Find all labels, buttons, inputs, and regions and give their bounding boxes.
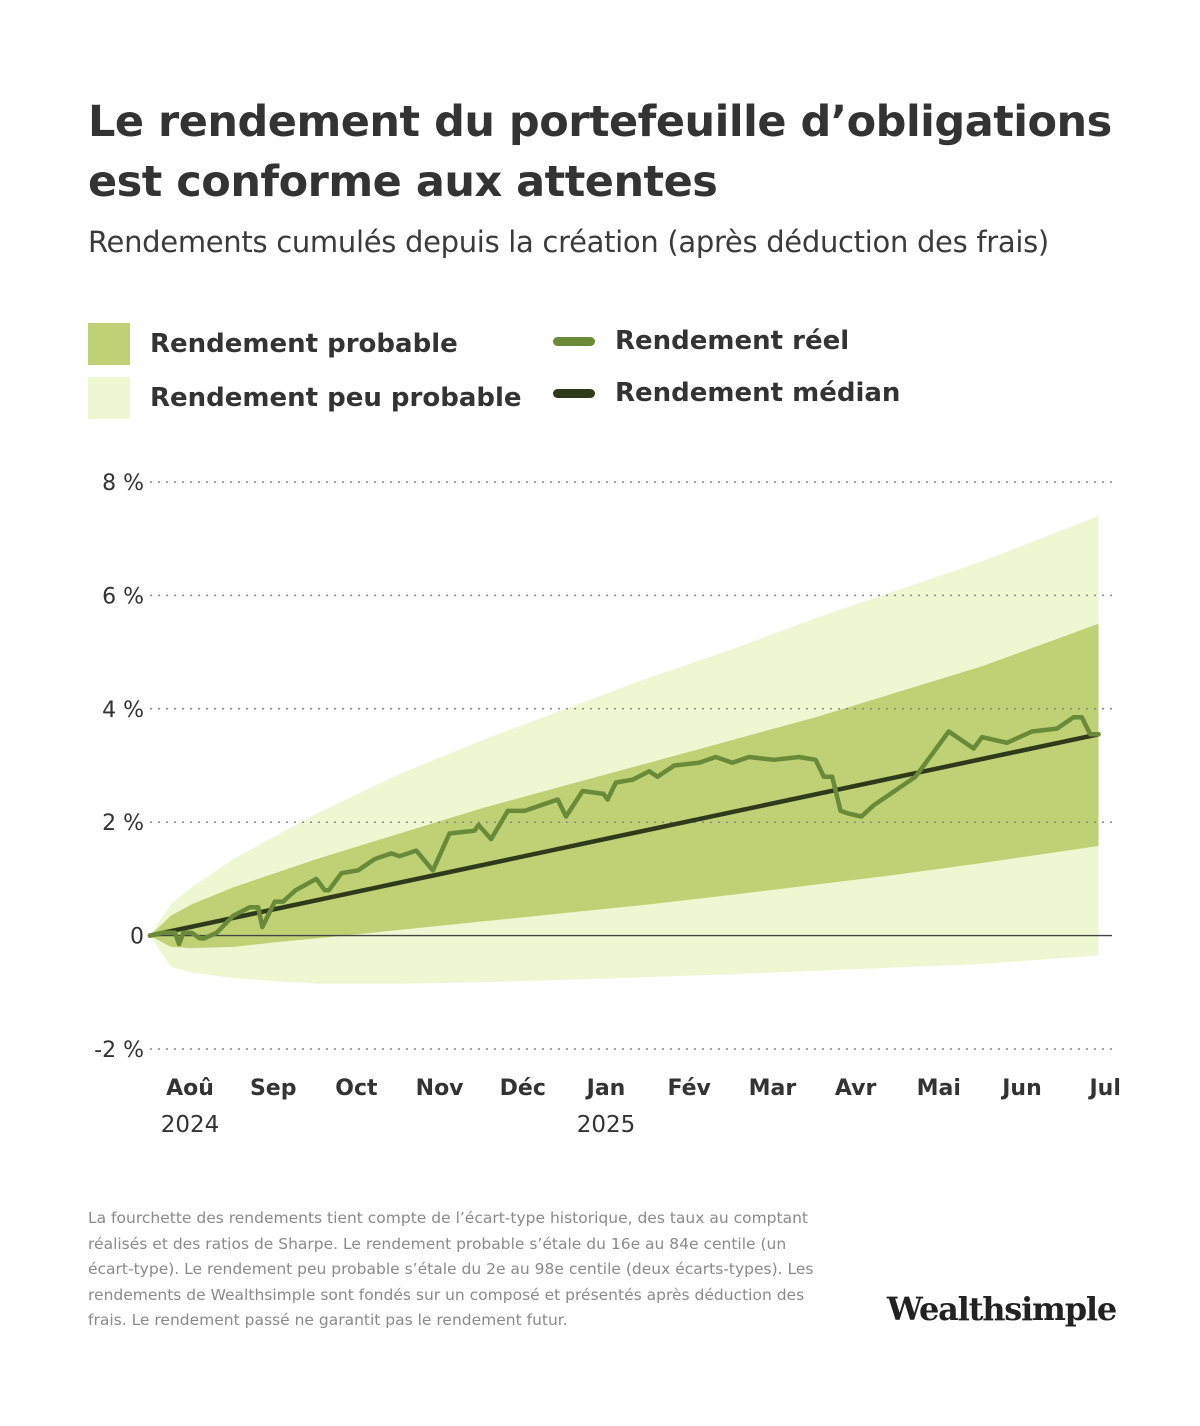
legend-swatch-improbable — [88, 377, 130, 419]
confidence-bands — [150, 516, 1099, 984]
legend-label-actual: Rendement réel — [615, 326, 850, 356]
legend-swatch-median — [553, 388, 595, 398]
x-tick-label: Mar — [749, 1076, 797, 1101]
x-tick-label: Avr — [835, 1076, 877, 1101]
legend-label-probable: Rendement probable — [150, 329, 458, 359]
y-tick-label: 2 % — [102, 811, 144, 836]
x-year-label: 2025 — [577, 1112, 636, 1138]
y-tick-label: 8 % — [102, 471, 144, 496]
x-tick-label: Nov — [416, 1076, 465, 1101]
wealthsimple-logo: Wealthsimple — [886, 1290, 1117, 1328]
series-line-actual — [147, 715, 1101, 947]
legend-label-median: Rendement médian — [615, 378, 901, 408]
x-tick-label: Jul — [1088, 1076, 1121, 1101]
band-probable — [150, 623, 1099, 949]
y-tick-label: 4 % — [102, 698, 144, 723]
chart-subtitle: Rendements cumulés depuis la création (a… — [88, 225, 1049, 259]
chart-title: Le rendement du portefeuille d’obligatio… — [88, 97, 1112, 207]
x-tick-label: Aoû — [166, 1076, 214, 1101]
y-axis: 8 % 6 % 4 % 2 % 0 -2 % — [94, 471, 144, 1063]
x-axis: Aoû Sep Oct Nov Déc Jan Fév Mar Avr Mai Jun Jul 2024… — [161, 1076, 1121, 1138]
legend-label-improbable: Rendement peu probable — [150, 383, 522, 413]
legend-item-actual: Rendement réel — [553, 326, 849, 356]
x-tick-label: Fév — [667, 1076, 711, 1101]
y-tick-label: 6 % — [102, 584, 144, 609]
legend-item-improbable: Rendement peu probable — [88, 377, 522, 419]
returns-chart: 8 % 6 % 4 % 2 % 0 -2 % Aoû Sep Oct Nov Déc Jan Fév M… — [94, 471, 1121, 1138]
return-lines — [147, 715, 1101, 947]
legend-swatch-probable — [88, 323, 130, 365]
y-tick-label: -2 % — [94, 1038, 144, 1063]
legend-swatch-actual — [553, 336, 595, 346]
x-tick-label: Jun — [1000, 1076, 1042, 1101]
x-year-label: 2024 — [161, 1112, 220, 1138]
grid-lines — [150, 481, 1112, 1050]
y-tick-label: 0 — [130, 925, 144, 950]
x-tick-label: Mai — [917, 1076, 961, 1101]
legend-item-probable: Rendement probable — [88, 323, 458, 365]
footnote: La fourchette des rendements tient compt… — [88, 1209, 814, 1329]
x-tick-label: Déc — [500, 1076, 546, 1101]
x-tick-label: Jan — [585, 1076, 626, 1101]
series-line-median — [147, 732, 1101, 938]
legend-item-median: Rendement médian — [553, 378, 900, 408]
x-tick-label: Oct — [335, 1076, 378, 1101]
x-tick-label: Sep — [250, 1076, 297, 1101]
